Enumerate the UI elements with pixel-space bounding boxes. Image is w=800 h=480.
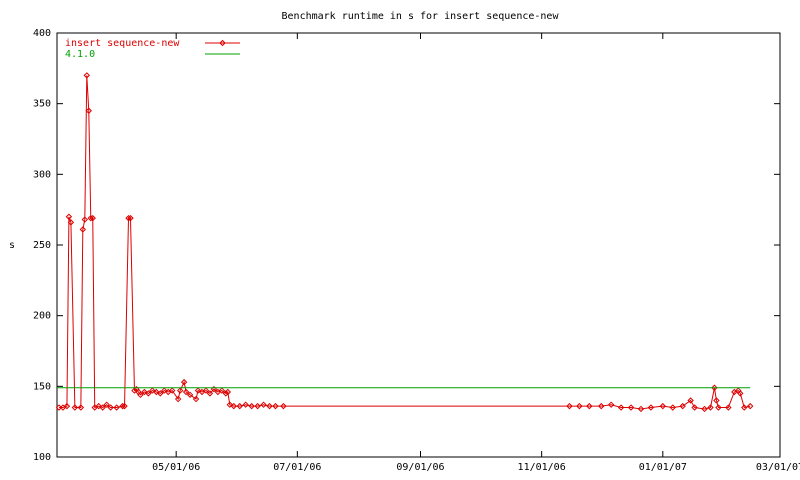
point (598, 402, 605, 410)
y-tick-label: 400 (33, 28, 51, 39)
point (83, 72, 91, 79)
point (224, 388, 232, 396)
x-tick-label: 01/01/07 (639, 462, 687, 473)
point (89, 214, 96, 222)
point (202, 387, 210, 394)
point (236, 402, 243, 410)
point (81, 216, 89, 223)
point (266, 402, 273, 410)
point (194, 387, 202, 394)
legend-marker (219, 39, 226, 47)
point (63, 402, 71, 410)
point (65, 213, 73, 220)
point (725, 404, 732, 411)
point (280, 402, 287, 410)
y-tick-label: 350 (33, 99, 51, 110)
point (125, 214, 132, 222)
y-tick-label: 200 (33, 311, 51, 322)
point (161, 387, 168, 394)
y-tick-label: 150 (33, 381, 51, 392)
y-tick-label: 100 (33, 452, 51, 463)
point (67, 219, 75, 226)
point (230, 402, 237, 410)
x-tick-label: 07/01/06 (273, 462, 321, 473)
point (691, 404, 698, 411)
point (586, 402, 593, 410)
point (659, 402, 667, 410)
point (226, 401, 234, 408)
point (149, 387, 156, 394)
point (121, 402, 128, 410)
point (210, 385, 218, 393)
point (145, 390, 152, 397)
point (669, 404, 676, 411)
point (107, 404, 114, 411)
point (137, 391, 144, 399)
chart-title: Benchmark runtime in s for insert sequen… (282, 11, 560, 22)
plot-frame (56, 32, 781, 458)
point (713, 397, 720, 404)
point (647, 404, 655, 411)
point (218, 387, 226, 394)
point (206, 390, 214, 397)
point (711, 384, 718, 391)
point (174, 395, 182, 403)
point (103, 401, 110, 408)
y-tick-label: 300 (33, 169, 51, 180)
point (701, 405, 708, 413)
x-tick-label: 11/01/06 (518, 462, 566, 473)
y-axis-label: s (9, 240, 15, 251)
point (222, 390, 230, 397)
point (254, 402, 261, 410)
legend-label: insert sequence-new (65, 38, 180, 49)
point (153, 388, 160, 396)
x-tick-label: 09/01/06 (396, 462, 444, 473)
point (272, 402, 279, 410)
x-tick-label: 03/01/07 (756, 462, 800, 473)
point (260, 401, 267, 408)
y-tick-label: 250 (33, 240, 51, 251)
point (186, 391, 194, 399)
legend-label: 4.1.0 (65, 49, 95, 60)
point (71, 404, 79, 411)
point (566, 402, 573, 410)
point (157, 390, 164, 397)
point (99, 404, 106, 411)
point (176, 387, 184, 394)
point (131, 387, 138, 394)
point (576, 402, 583, 410)
point (127, 214, 134, 222)
point (95, 402, 102, 410)
point (180, 378, 188, 386)
point (248, 402, 255, 410)
point (192, 395, 200, 403)
series-line (58, 75, 751, 410)
point (141, 388, 148, 396)
x-tick-label: 05/01/06 (152, 462, 200, 473)
point (182, 388, 190, 396)
point (687, 397, 694, 404)
point (627, 404, 635, 411)
point (637, 405, 645, 413)
point (79, 226, 87, 233)
point (87, 214, 94, 222)
point (119, 402, 126, 410)
point (746, 402, 754, 410)
point (113, 404, 120, 411)
point (715, 404, 722, 411)
point (85, 107, 92, 114)
point (741, 404, 748, 411)
point (679, 402, 686, 410)
point (242, 401, 249, 408)
point (77, 404, 85, 411)
point (168, 387, 176, 394)
point (707, 404, 714, 411)
point (617, 404, 625, 411)
point (737, 390, 744, 397)
point (607, 401, 615, 408)
